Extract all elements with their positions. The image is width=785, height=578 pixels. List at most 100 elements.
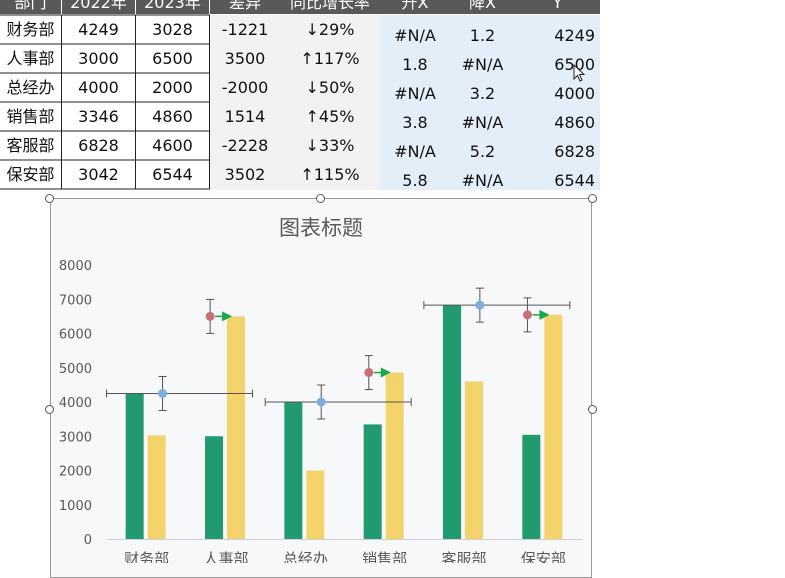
cell-down-x[interactable]: 3.2 (469, 84, 496, 103)
diff-column-bg (210, 15, 380, 190)
bar-2023-5[interactable] (544, 314, 563, 539)
cell-diff[interactable]: -2228 (221, 136, 269, 155)
up-marker-point[interactable] (205, 311, 215, 321)
x-category-label: 财务部 (124, 550, 169, 563)
cell-2022[interactable]: 6828 (78, 136, 119, 155)
cell-2023[interactable]: 6500 (152, 49, 193, 68)
resize-handle-mid-left[interactable] (45, 405, 54, 414)
cell-up-x[interactable]: #N/A (394, 84, 436, 103)
chart-frame[interactable]: 图表标题 0 1000 2000 3000 4000 5000 6000 7000 8000 财务… (50, 198, 592, 578)
bar-chart: 图表标题 0 1000 2000 3000 4000 5000 6000 7000 8000 财务… (59, 216, 583, 563)
bar-2022-0[interactable] (125, 393, 144, 539)
cell-down-x[interactable]: #N/A (461, 113, 504, 132)
cell-y[interactable]: 6544 (554, 171, 595, 190)
cell-dept[interactable]: 财务部 (6, 20, 55, 39)
header-2022[interactable]: 2022年 (62, 0, 135, 14)
cell-2023[interactable]: 6544 (152, 165, 193, 184)
cell-y[interactable]: 4860 (554, 113, 595, 132)
header-2023[interactable]: 2023年 (136, 0, 209, 14)
cell-up-x[interactable]: 5.8 (402, 171, 428, 190)
cell-down-x[interactable]: #N/A (461, 171, 504, 190)
chart-title: 图表标题 (279, 216, 363, 240)
bar-2022-2[interactable] (284, 402, 303, 539)
mouse-cursor-icon (573, 64, 586, 82)
down-marker-point[interactable] (316, 397, 326, 407)
header-rate[interactable]: 同比增长率 (280, 0, 380, 14)
header-down-x[interactable]: 降X (450, 0, 515, 14)
y-tick-label: 8000 (59, 259, 92, 274)
cell-up-x[interactable]: #N/A (394, 142, 436, 161)
up-marker-point[interactable] (364, 368, 374, 378)
bar-2023-4[interactable] (465, 381, 483, 539)
header-dept[interactable]: 部门 (0, 0, 61, 14)
cell-rate[interactable]: ↑117% (300, 49, 360, 68)
resize-handle-top-right[interactable] (588, 194, 597, 203)
down-marker-point[interactable] (158, 388, 168, 398)
cell-rate[interactable]: ↓33% (305, 136, 355, 155)
cell-down-x[interactable]: 1.2 (469, 26, 496, 45)
cell-up-x[interactable]: 3.8 (402, 113, 428, 132)
cell-y[interactable]: 6500 (554, 55, 595, 74)
cell-down-x[interactable]: #N/A (461, 55, 504, 74)
cell-dept[interactable]: 总经办 (6, 78, 55, 97)
cell-y[interactable]: 6828 (554, 142, 595, 161)
y-tick-label: 3000 (59, 430, 92, 445)
cell-2023[interactable]: 3028 (152, 20, 193, 39)
x-category-label: 总经办 (283, 550, 328, 563)
bar-2023-1[interactable] (227, 316, 245, 539)
cell-up-x[interactable]: 1.8 (402, 55, 428, 74)
bar-2023-2[interactable] (306, 470, 325, 540)
cell-rate[interactable]: ↓29% (305, 20, 355, 39)
resize-handle-top-center[interactable] (316, 194, 325, 203)
cell-down-x[interactable]: 5.2 (469, 142, 496, 161)
cell-diff[interactable]: 3502 (224, 165, 266, 184)
cell-2023[interactable]: 4600 (152, 136, 193, 155)
cell-dept[interactable]: 保安部 (6, 165, 55, 184)
header-up-x[interactable]: 升X (380, 0, 450, 14)
cell-diff[interactable]: 1514 (224, 107, 266, 126)
cell-diff[interactable]: -1221 (221, 20, 269, 39)
cell-2022[interactable]: 4000 (78, 78, 119, 97)
cell-up-x[interactable]: #N/A (394, 26, 436, 45)
cell-2022[interactable]: 4249 (78, 20, 119, 39)
bar-2022-4[interactable] (443, 305, 461, 539)
cell-dept[interactable]: 销售部 (6, 107, 55, 126)
y-tick-label: 7000 (59, 293, 92, 308)
resize-handle-top-left[interactable] (45, 194, 54, 203)
cell-dept[interactable]: 客服部 (6, 136, 55, 155)
header-y[interactable]: Y (515, 0, 600, 14)
y-tick-label: 2000 (59, 465, 92, 480)
cell-2022[interactable]: 3000 (78, 49, 119, 68)
cell-rate[interactable]: ↑45% (305, 107, 355, 126)
bar-2022-1[interactable] (205, 436, 223, 539)
cell-diff[interactable]: -2000 (221, 78, 269, 97)
y-tick-label: 6000 (59, 328, 92, 343)
cell-2023[interactable]: 4860 (152, 107, 193, 126)
y-tick-label: 0 (84, 533, 92, 548)
cell-2022[interactable]: 3042 (78, 165, 119, 184)
increase-arrow-icon (532, 309, 550, 320)
bar-2022-5[interactable] (522, 434, 541, 539)
increase-arrow-icon (215, 311, 233, 322)
cell-y[interactable]: 4249 (554, 26, 595, 45)
cell-y[interactable]: 4000 (554, 84, 595, 103)
cell-dept[interactable]: 人事部 (6, 49, 55, 68)
x-category-label: 保安部 (521, 550, 566, 563)
header-diff[interactable]: 差异 (210, 0, 280, 14)
bar-2023-3[interactable] (385, 372, 404, 539)
bar-2023-0[interactable] (147, 435, 166, 539)
xy-column-bg (380, 15, 600, 190)
up-marker-point[interactable] (522, 310, 532, 320)
spreadsheet-area: 部门 2022年 2023年 差异 同比增长率 升X 降X Y 财务部 4249 3… (0, 0, 600, 190)
resize-handle-mid-right[interactable] (588, 405, 597, 414)
x-category-label: 销售部 (362, 550, 407, 563)
cell-rate[interactable]: ↓50% (305, 78, 355, 97)
down-marker-point[interactable] (475, 300, 485, 310)
bar-2022-3[interactable] (363, 424, 382, 539)
y-tick-label: 1000 (59, 499, 92, 514)
cell-rate[interactable]: ↑115% (300, 165, 360, 184)
increase-arrow-icon (373, 367, 391, 378)
cell-2023[interactable]: 2000 (152, 78, 193, 97)
cell-diff[interactable]: 3500 (224, 49, 266, 68)
cell-2022[interactable]: 3346 (78, 107, 119, 126)
